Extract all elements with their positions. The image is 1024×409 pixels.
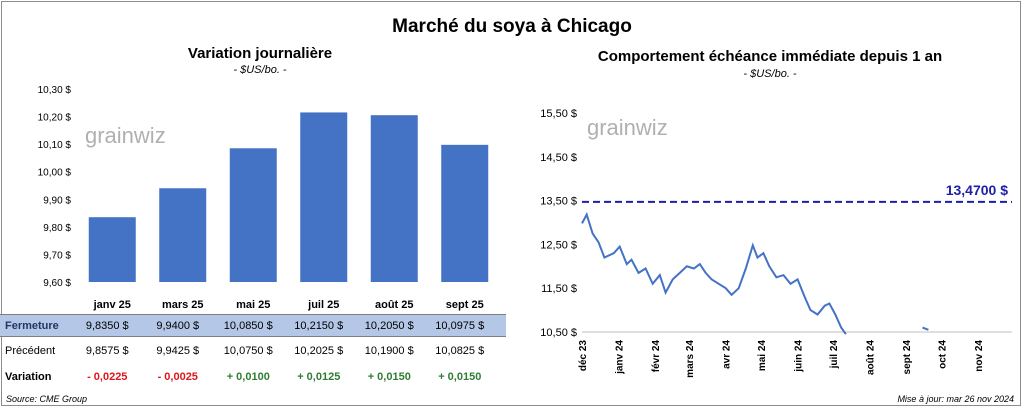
line-y-tick: 12,50 $ xyxy=(540,239,577,251)
bar-y-tick: 9,90 $ xyxy=(43,195,71,206)
table-cell: 9,8350 $ xyxy=(85,320,129,332)
bar xyxy=(441,144,489,282)
table-cell: 10,2050 $ xyxy=(364,320,414,332)
table-row-previous: Précédent 9,8575 $ 9,9425 $ 10,0750 $ 10,20… xyxy=(0,340,506,361)
bar-x-tick: mai 25 xyxy=(236,299,270,311)
table-cell: 10,2025 $ xyxy=(294,345,344,357)
bar-x-tick: mars 25 xyxy=(162,299,204,311)
table-cell: 10,0850 $ xyxy=(223,320,273,332)
bar-y-tick: 10,30 $ xyxy=(38,85,72,96)
line-x-tick: juil 24 xyxy=(829,340,840,370)
bar-y-tick: 10,20 $ xyxy=(38,113,72,124)
bar-y-tick: 10,10 $ xyxy=(38,140,72,151)
bar xyxy=(229,148,277,282)
line-x-tick: nov 24 xyxy=(974,340,985,372)
line-x-tick: févr 24 xyxy=(651,340,662,373)
bar-x-tick: janv 25 xyxy=(93,299,131,311)
source-note: Source: CME Group xyxy=(6,394,88,404)
table-cell: + 0,0100 xyxy=(226,371,270,383)
line-x-tick: déc 23 xyxy=(578,340,589,372)
bar xyxy=(370,115,418,282)
table-cell: 10,1900 $ xyxy=(364,345,414,357)
bar-x-tick: août 25 xyxy=(375,299,414,311)
row-label-variation: Variation xyxy=(5,371,52,383)
line-chart-title: Comportement échéance immédiate depuis 1… xyxy=(597,48,943,65)
bar xyxy=(159,188,207,282)
bar xyxy=(300,112,348,282)
row-label-previous: Précédent xyxy=(5,345,56,357)
table-cell: 10,0750 $ xyxy=(223,345,273,357)
bar-x-tick: juil 25 xyxy=(307,299,339,311)
line-x-tick: juin 24 xyxy=(794,340,805,373)
line-x-tick: avr 24 xyxy=(722,340,733,369)
bar xyxy=(88,217,136,282)
table-cell: 10,2150 $ xyxy=(294,320,344,332)
line-y-tick: 13,50 $ xyxy=(540,196,577,208)
line-x-tick: sept 24 xyxy=(902,340,913,375)
line-x-tick: janv 24 xyxy=(615,340,626,375)
bar-chart-title: Variation journalière xyxy=(187,45,333,62)
table-cell: 10,0825 $ xyxy=(435,345,485,357)
line-y-tick: 14,50 $ xyxy=(540,152,577,164)
update-note: Mise à jour: mar 26 nov 2024 xyxy=(897,394,1014,404)
table-cell: 9,9425 $ xyxy=(156,345,200,357)
table-row-variation: Variation - 0,0225 - 0,0025 + 0,0100 + 0,01… xyxy=(0,366,506,387)
row-label-close: Fermeture xyxy=(5,320,59,332)
bar-y-tick: 10,00 $ xyxy=(38,168,72,179)
bar-x-tick: sept 25 xyxy=(446,299,484,311)
bar-y-tick: 9,60 $ xyxy=(43,278,71,289)
table-cell: 9,8575 $ xyxy=(85,345,129,357)
line-x-tick: mars 24 xyxy=(685,340,696,378)
table-cell: + 0,0125 xyxy=(297,371,341,383)
table-cell: - 0,0025 xyxy=(157,371,198,383)
line-x-tick: oct 24 xyxy=(937,340,948,369)
table-cell: + 0,0150 xyxy=(438,371,482,383)
line-y-tick: 10,50 $ xyxy=(540,327,577,339)
bar-chart-unit: - $US/bo. - xyxy=(233,64,287,76)
table-cell: - 0,0225 xyxy=(87,371,128,383)
line-x-tick: août 24 xyxy=(865,340,876,375)
line-chart-unit: - $US/bo. - xyxy=(743,68,797,80)
bar-y-tick: 9,80 $ xyxy=(43,223,71,234)
reference-line-label: 13,4700 $ xyxy=(946,182,1008,198)
bar-watermark: grainwiz xyxy=(85,123,166,148)
table-cell: + 0,0150 xyxy=(367,371,411,383)
line-y-tick: 15,50 $ xyxy=(540,108,577,120)
line-x-tick: mai 24 xyxy=(757,340,768,372)
line-watermark: grainwiz xyxy=(587,115,668,140)
table-row-close: Fermeture 9,8350 $ 9,9400 $ 10,0850 $ 10,21… xyxy=(0,314,506,337)
line-y-tick: 11,50 $ xyxy=(541,283,577,295)
price-series-line xyxy=(581,212,847,335)
price-series-fragment xyxy=(922,326,929,331)
bar-y-tick: 9,70 $ xyxy=(43,250,71,261)
table-cell: 10,0975 $ xyxy=(435,320,485,332)
table-cell: 9,9400 $ xyxy=(156,320,200,332)
page-title: Marché du soya à Chicago xyxy=(392,16,632,37)
